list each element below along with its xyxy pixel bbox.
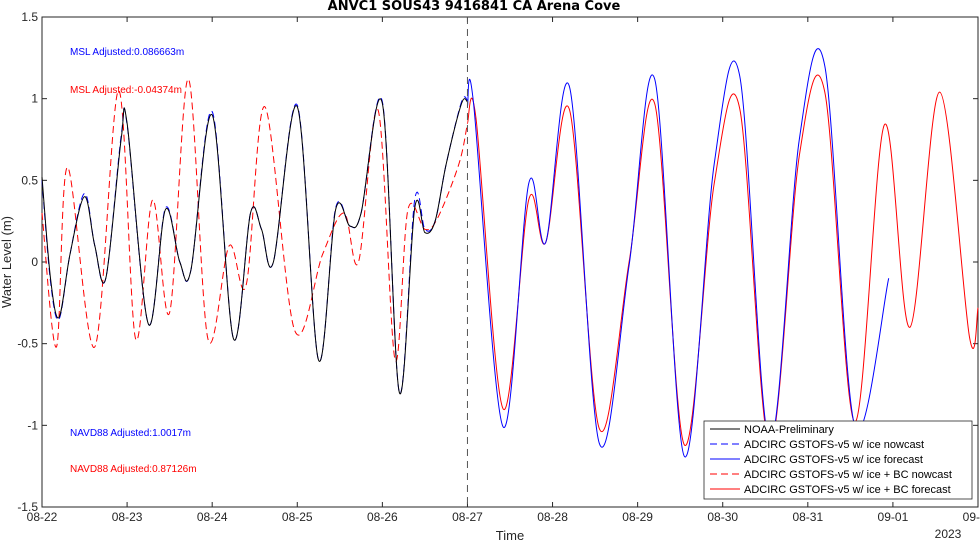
axes-layer: 08-22 08-23 08-24 08-25 08-26 08-27 08-28 08-29… — [17, 10, 980, 524]
x-tick-label: 08-30 — [707, 510, 738, 524]
annotations-layer: MSL Adjusted:0.086663m MSL Adjusted:-0.04… — [70, 47, 197, 475]
x-tick-label: 08-22 — [27, 510, 58, 524]
y-tick-label: -0.5 — [17, 337, 38, 351]
x-tick-label: 09-01 — [878, 510, 909, 524]
series-line-2 — [467, 48, 890, 458]
x-tick-label: 08-26 — [367, 510, 398, 524]
legend-entry-1: ADCIRC GSTOFS-v5 w/ ice nowcast — [744, 439, 924, 451]
x-year-label: 2023 — [935, 527, 962, 541]
y-tick-label: 1 — [31, 92, 38, 106]
x-tick-label: 08-29 — [622, 510, 653, 524]
x-tick-label: 08-24 — [197, 510, 228, 524]
y-tick-label: 0.5 — [21, 173, 38, 187]
annotation-0: MSL Adjusted:0.086663m — [70, 47, 184, 58]
annotation-2: NAVD88 Adjusted:1.0017m — [70, 428, 191, 439]
x-tick-label: 08-23 — [112, 510, 143, 524]
legend-entry-0: NOAA-Preliminary — [744, 424, 834, 436]
series-line-3 — [41, 78, 468, 362]
series-line-4 — [467, 74, 979, 446]
y-axis-label: Water Level (m) — [0, 216, 14, 308]
x-tick-label: 08-25 — [282, 510, 313, 524]
legend-entry-2: ADCIRC GSTOFS-v5 w/ ice forecast — [744, 454, 923, 466]
series-layer — [41, 48, 979, 458]
x-tick-label: 09-02 — [963, 510, 980, 524]
legend: NOAA-Preliminary ADCIRC GSTOFS-v5 w/ ice … — [703, 420, 973, 500]
x-tick-label: 08-28 — [537, 510, 568, 524]
annotation-1: MSL Adjusted:-0.04374m — [70, 85, 182, 96]
x-tick-label: 08-31 — [792, 510, 823, 524]
legend-entry-4: ADCIRC GSTOFS-v5 w/ ice + BC forecast — [744, 484, 951, 496]
y-tick-label: 1.5 — [21, 10, 38, 24]
legend-entry-3: ADCIRC GSTOFS-v5 w/ ice + BC nowcast — [744, 469, 952, 481]
legend-box — [703, 420, 973, 500]
chart-title: ANVC1 SOUS43 9416841 CA Arena Cove — [328, 0, 621, 14]
y-tick-label: 0 — [31, 255, 38, 269]
y-tick-label: -1 — [27, 418, 38, 432]
annotation-3: NAVD88 Adjusted:0.87126m — [70, 464, 197, 475]
x-axis-label: Time — [496, 528, 524, 541]
series-line-0 — [41, 98, 468, 395]
y-tick-label: -1.5 — [17, 500, 38, 514]
x-tick-label: 08-27 — [452, 510, 483, 524]
